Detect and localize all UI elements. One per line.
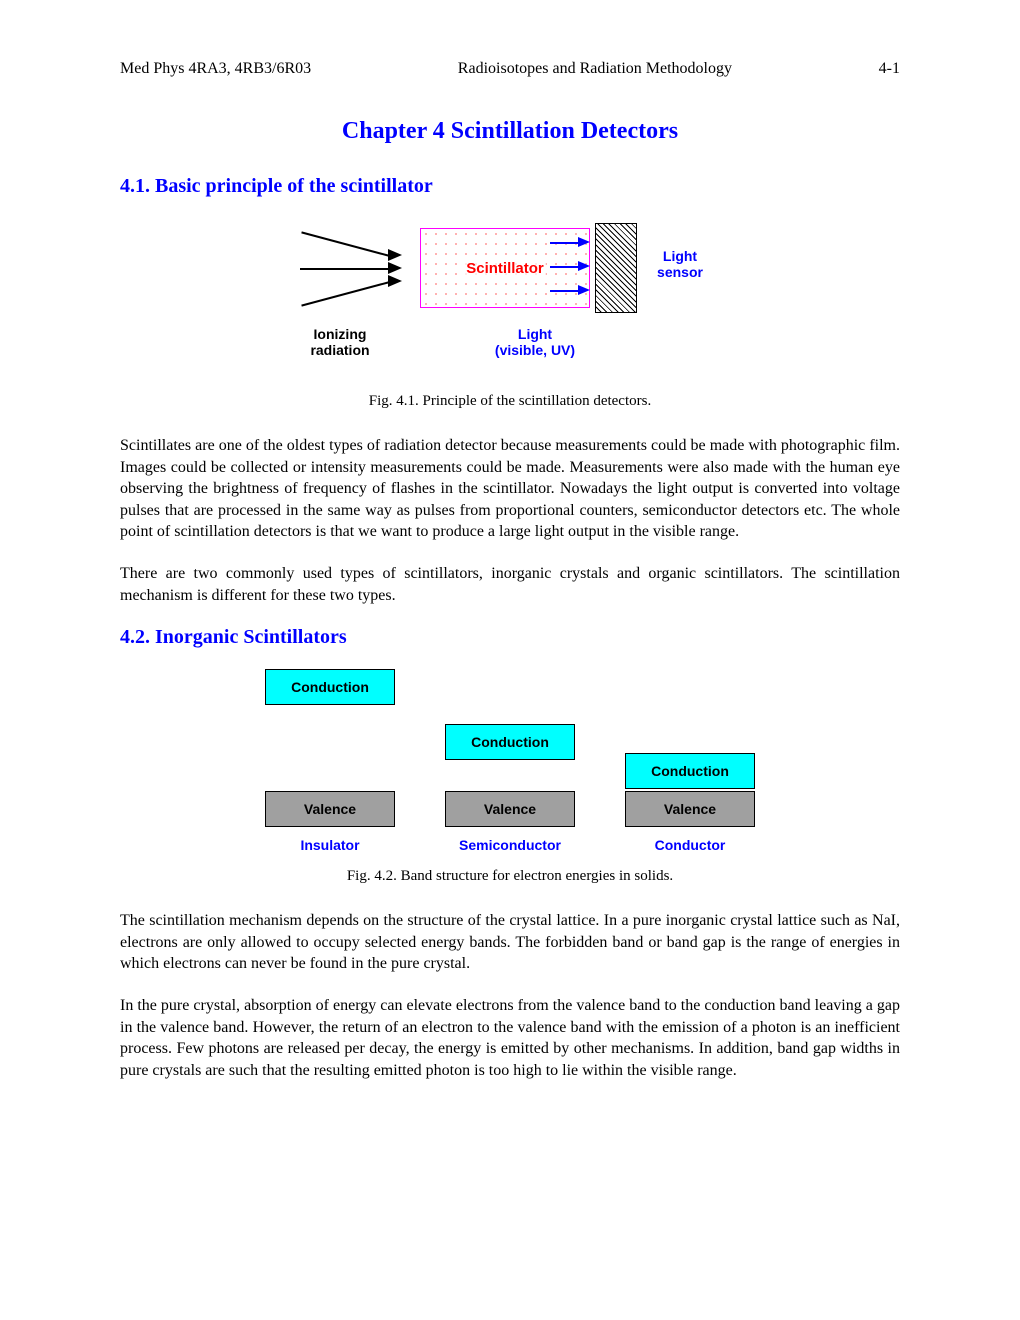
figure-4-1: Scintillator Ionizing radiation Light (v… <box>120 218 900 378</box>
section-4-1-para-1: Scintillates are one of the oldest types… <box>120 435 900 543</box>
conduction-band-box: Conduction <box>445 724 575 760</box>
valence-band-box: Valence <box>625 791 755 827</box>
section-heading-4-2: 4.2. Inorganic Scintillators <box>120 626 900 649</box>
figure-4-2: Conduction Valence Insulator Conduction … <box>120 669 900 853</box>
section-4-2-para-1: The scintillation mechanism depends on t… <box>120 910 900 975</box>
conduction-band-box: Conduction <box>625 753 755 789</box>
header-center: Radioisotopes and Radiation Methodology <box>458 60 732 78</box>
section-heading-4-1: 4.1. Basic principle of the scintillator <box>120 175 900 198</box>
arrow-head-blue-icon <box>578 285 590 295</box>
header-left: Med Phys 4RA3, 4RB3/6R03 <box>120 60 311 78</box>
light-arrow-3 <box>550 290 580 292</box>
ionizing-arrow-2 <box>300 268 390 270</box>
ionizing-arrow-3 <box>301 281 388 306</box>
arrow-head-icon <box>388 249 402 261</box>
arrow-head-icon <box>388 275 402 287</box>
header-right: 4-1 <box>879 60 900 78</box>
light-label: Light (visible, UV) <box>480 326 590 358</box>
arrow-head-icon <box>388 262 402 274</box>
valence-band-box: Valence <box>265 791 395 827</box>
band-type-label: Insulator <box>300 837 359 853</box>
fig-4-1-caption: Fig. 4.1. Principle of the scintillation… <box>120 393 900 410</box>
section-4-1-para-2: There are two commonly used types of sci… <box>120 563 900 606</box>
ionizing-arrow-1 <box>301 231 388 256</box>
fig-4-2-caption: Fig. 4.2. Band structure for electron en… <box>120 868 900 885</box>
light-sensor-box <box>595 223 637 313</box>
light-arrow-2 <box>550 266 580 268</box>
band-type-label: Semiconductor <box>459 837 561 853</box>
section-4-2-para-2: In the pure crystal, absorption of energ… <box>120 995 900 1081</box>
chapter-title: Chapter 4 Scintillation Detectors <box>120 118 900 145</box>
band-column-semiconductor: Conduction Valence Semiconductor <box>435 669 585 853</box>
light-arrow-1 <box>550 242 580 244</box>
valence-band-box: Valence <box>445 791 575 827</box>
arrow-head-blue-icon <box>578 237 590 247</box>
ionizing-radiation-label: Ionizing radiation <box>300 326 380 358</box>
band-column-conductor: Conduction Valence Conductor <box>615 669 765 853</box>
page-header: Med Phys 4RA3, 4RB3/6R03 Radioisotopes a… <box>120 60 900 78</box>
scintillator-label: Scintillator <box>464 260 546 277</box>
light-sensor-label: Light sensor <box>650 248 710 280</box>
conduction-band-box: Conduction <box>265 669 395 705</box>
band-type-label: Conductor <box>655 837 726 853</box>
scintillator-box: Scintillator <box>420 228 590 308</box>
arrow-head-blue-icon <box>578 261 590 271</box>
band-column-insulator: Conduction Valence Insulator <box>255 669 405 853</box>
